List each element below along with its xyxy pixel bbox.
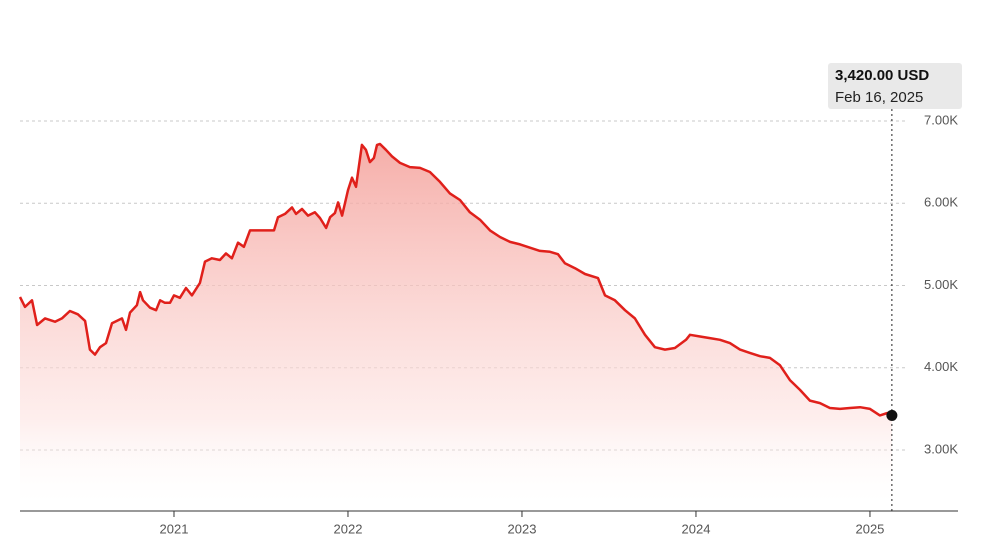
x-tick-label: 2021 bbox=[160, 521, 189, 536]
x-tick-label: 2022 bbox=[334, 521, 363, 536]
line bbox=[18, 142, 893, 417]
x-tick-label: 2025 bbox=[855, 521, 884, 536]
tooltip-date: Feb 16, 2025 bbox=[835, 89, 923, 106]
tooltip-value: 3,420.00 USD bbox=[835, 67, 929, 84]
y-tick-label: 4.00K bbox=[924, 359, 958, 374]
y-tick-label: 5.00K bbox=[924, 277, 958, 292]
hover-point bbox=[886, 409, 898, 421]
y-tick-label: 3.00K bbox=[924, 441, 958, 456]
y-tick-label: 6.00K bbox=[924, 195, 958, 210]
x-tick-label: 2023 bbox=[508, 521, 537, 536]
area bbox=[20, 144, 892, 511]
tooltip-box bbox=[828, 63, 962, 109]
x-tick-label: 2024 bbox=[682, 521, 711, 536]
y-tick-label: 7.00K bbox=[924, 112, 958, 127]
